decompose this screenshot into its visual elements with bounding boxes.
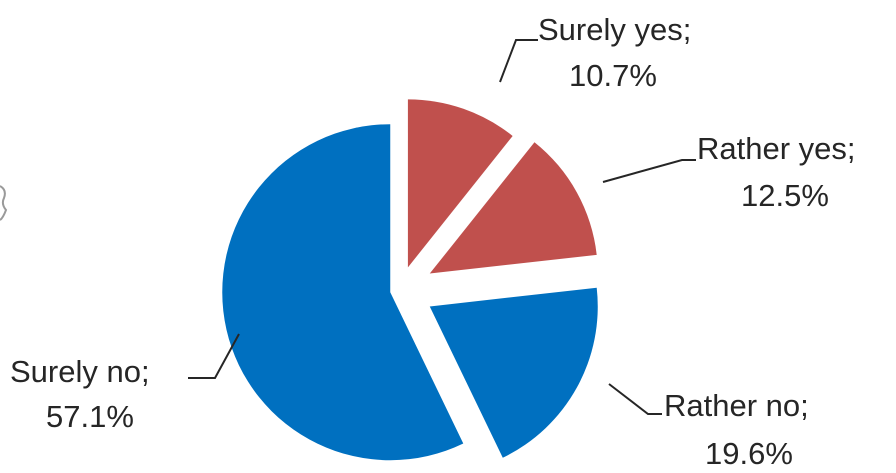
pie-slice-rather-no bbox=[429, 287, 598, 458]
pie-slice-rather-yes bbox=[429, 142, 597, 274]
leader-line-surely-yes bbox=[499, 39, 538, 83]
pie-slices bbox=[222, 99, 598, 461]
slice-label-surely-no: Surely no; bbox=[10, 354, 150, 389]
slice-label-group-surely-no: Surely no; 57.1% bbox=[10, 333, 240, 434]
slice-value-surely-no: 57.1% bbox=[46, 399, 134, 434]
pie-slice-surely-yes bbox=[407, 99, 513, 268]
leader-line-rather-no bbox=[608, 383, 662, 415]
leader-line-surely-no bbox=[188, 333, 240, 379]
slice-label-surely-yes: Surely yes; bbox=[538, 12, 691, 47]
slice-label-group-rather-no: Rather no; 19.6% bbox=[608, 383, 809, 471]
cropped-edge-fragment bbox=[0, 172, 8, 232]
slice-value-rather-yes: 12.5% bbox=[741, 178, 829, 213]
slice-value-surely-yes: 10.7% bbox=[569, 58, 657, 93]
pie-slice-surely-no bbox=[222, 124, 464, 461]
slice-label-rather-yes: Rather yes; bbox=[697, 131, 856, 166]
slice-label-group-surely-yes: Surely yes; 10.7% bbox=[499, 12, 691, 93]
slice-value-rather-no: 19.6% bbox=[705, 436, 793, 471]
slice-label-rather-no: Rather no; bbox=[664, 388, 809, 423]
slice-label-group-rather-yes: Rather yes; 12.5% bbox=[602, 131, 856, 213]
leader-line-rather-yes bbox=[602, 159, 696, 183]
